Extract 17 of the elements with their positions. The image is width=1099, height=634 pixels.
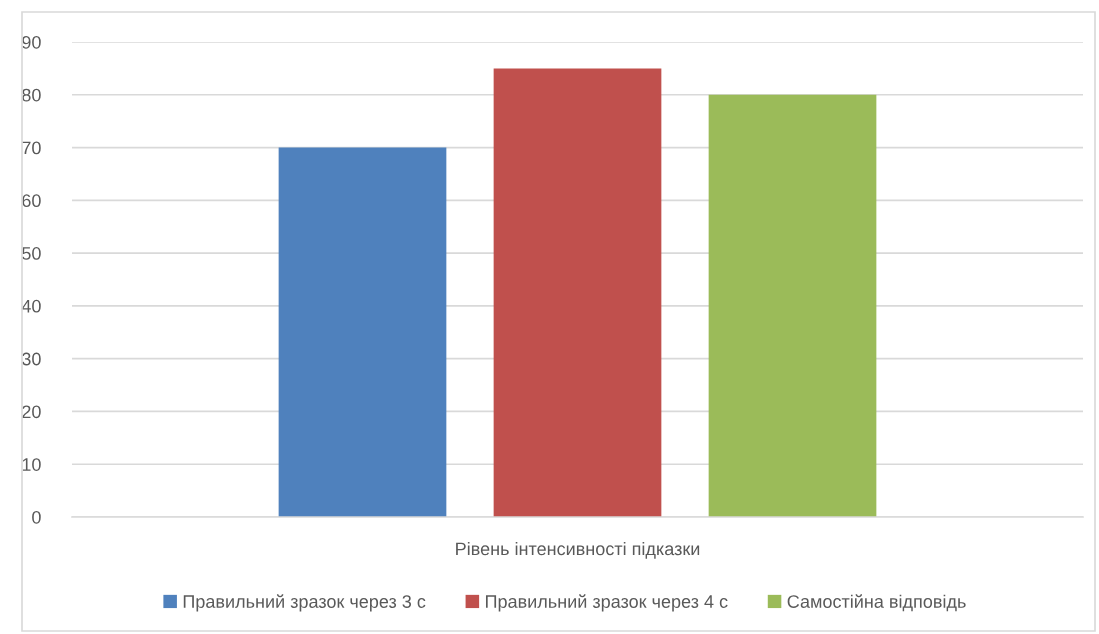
y-tick-label: 80 (22, 88, 41, 102)
x-tick-label: Рівень інтенсивності підказки (456, 542, 700, 559)
y-tick-label: 20 (22, 405, 41, 419)
bar (493, 68, 662, 517)
y-tick-label: 90 (22, 35, 41, 49)
y-tick-label: 50 (22, 247, 41, 260)
bar (708, 94, 877, 517)
y-tick-label: 40 (21, 299, 41, 313)
y-tick-label: 0 (32, 510, 41, 524)
y-tick-label: 10 (22, 458, 41, 471)
y-tick-label: 60 (22, 194, 41, 208)
y-tick-label: 30 (22, 352, 41, 366)
legend-label: Правильний зразок через 3 с (183, 594, 426, 612)
y-tick-label: 70 (22, 141, 41, 155)
legend-label: Самостійна відповідь (787, 594, 966, 612)
legend-label: Правильний зразок через 4 с (485, 594, 728, 612)
bar (278, 147, 447, 517)
